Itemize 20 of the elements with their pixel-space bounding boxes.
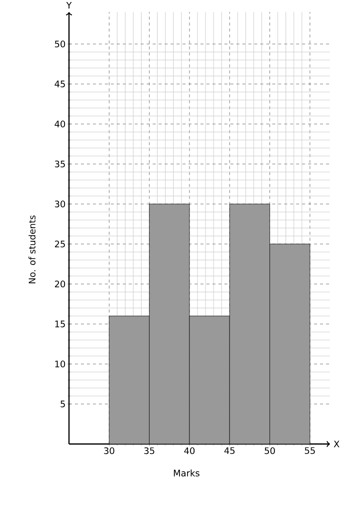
y-tick-label: 15 (55, 320, 65, 328)
x-tick-label: 35 (144, 447, 154, 454)
x-tick-label: 45 (224, 447, 235, 454)
x-axis-title: Marks (174, 470, 200, 476)
y-tick-label: 30 (54, 200, 66, 208)
y-tick-label: 10 (55, 360, 66, 368)
y-tick-label: 40 (54, 120, 66, 128)
y-tick-label: 20 (54, 280, 66, 288)
y-tick-label: 25 (54, 240, 65, 248)
x-tick-label: 40 (184, 447, 195, 454)
text: X (334, 440, 340, 448)
x-tick-label: 55 (304, 447, 315, 454)
text: Y (66, 2, 72, 8)
x-tick-label: 50 (264, 447, 275, 454)
y-tick-label: 45 (54, 80, 65, 88)
y-axis-title: No. of students (28, 215, 36, 284)
y-tick-label: 5 (60, 400, 65, 408)
y-tick-label: 50 (54, 40, 66, 48)
x-tick-label: 30 (104, 447, 114, 454)
y-tick-label: 35 (54, 160, 65, 168)
